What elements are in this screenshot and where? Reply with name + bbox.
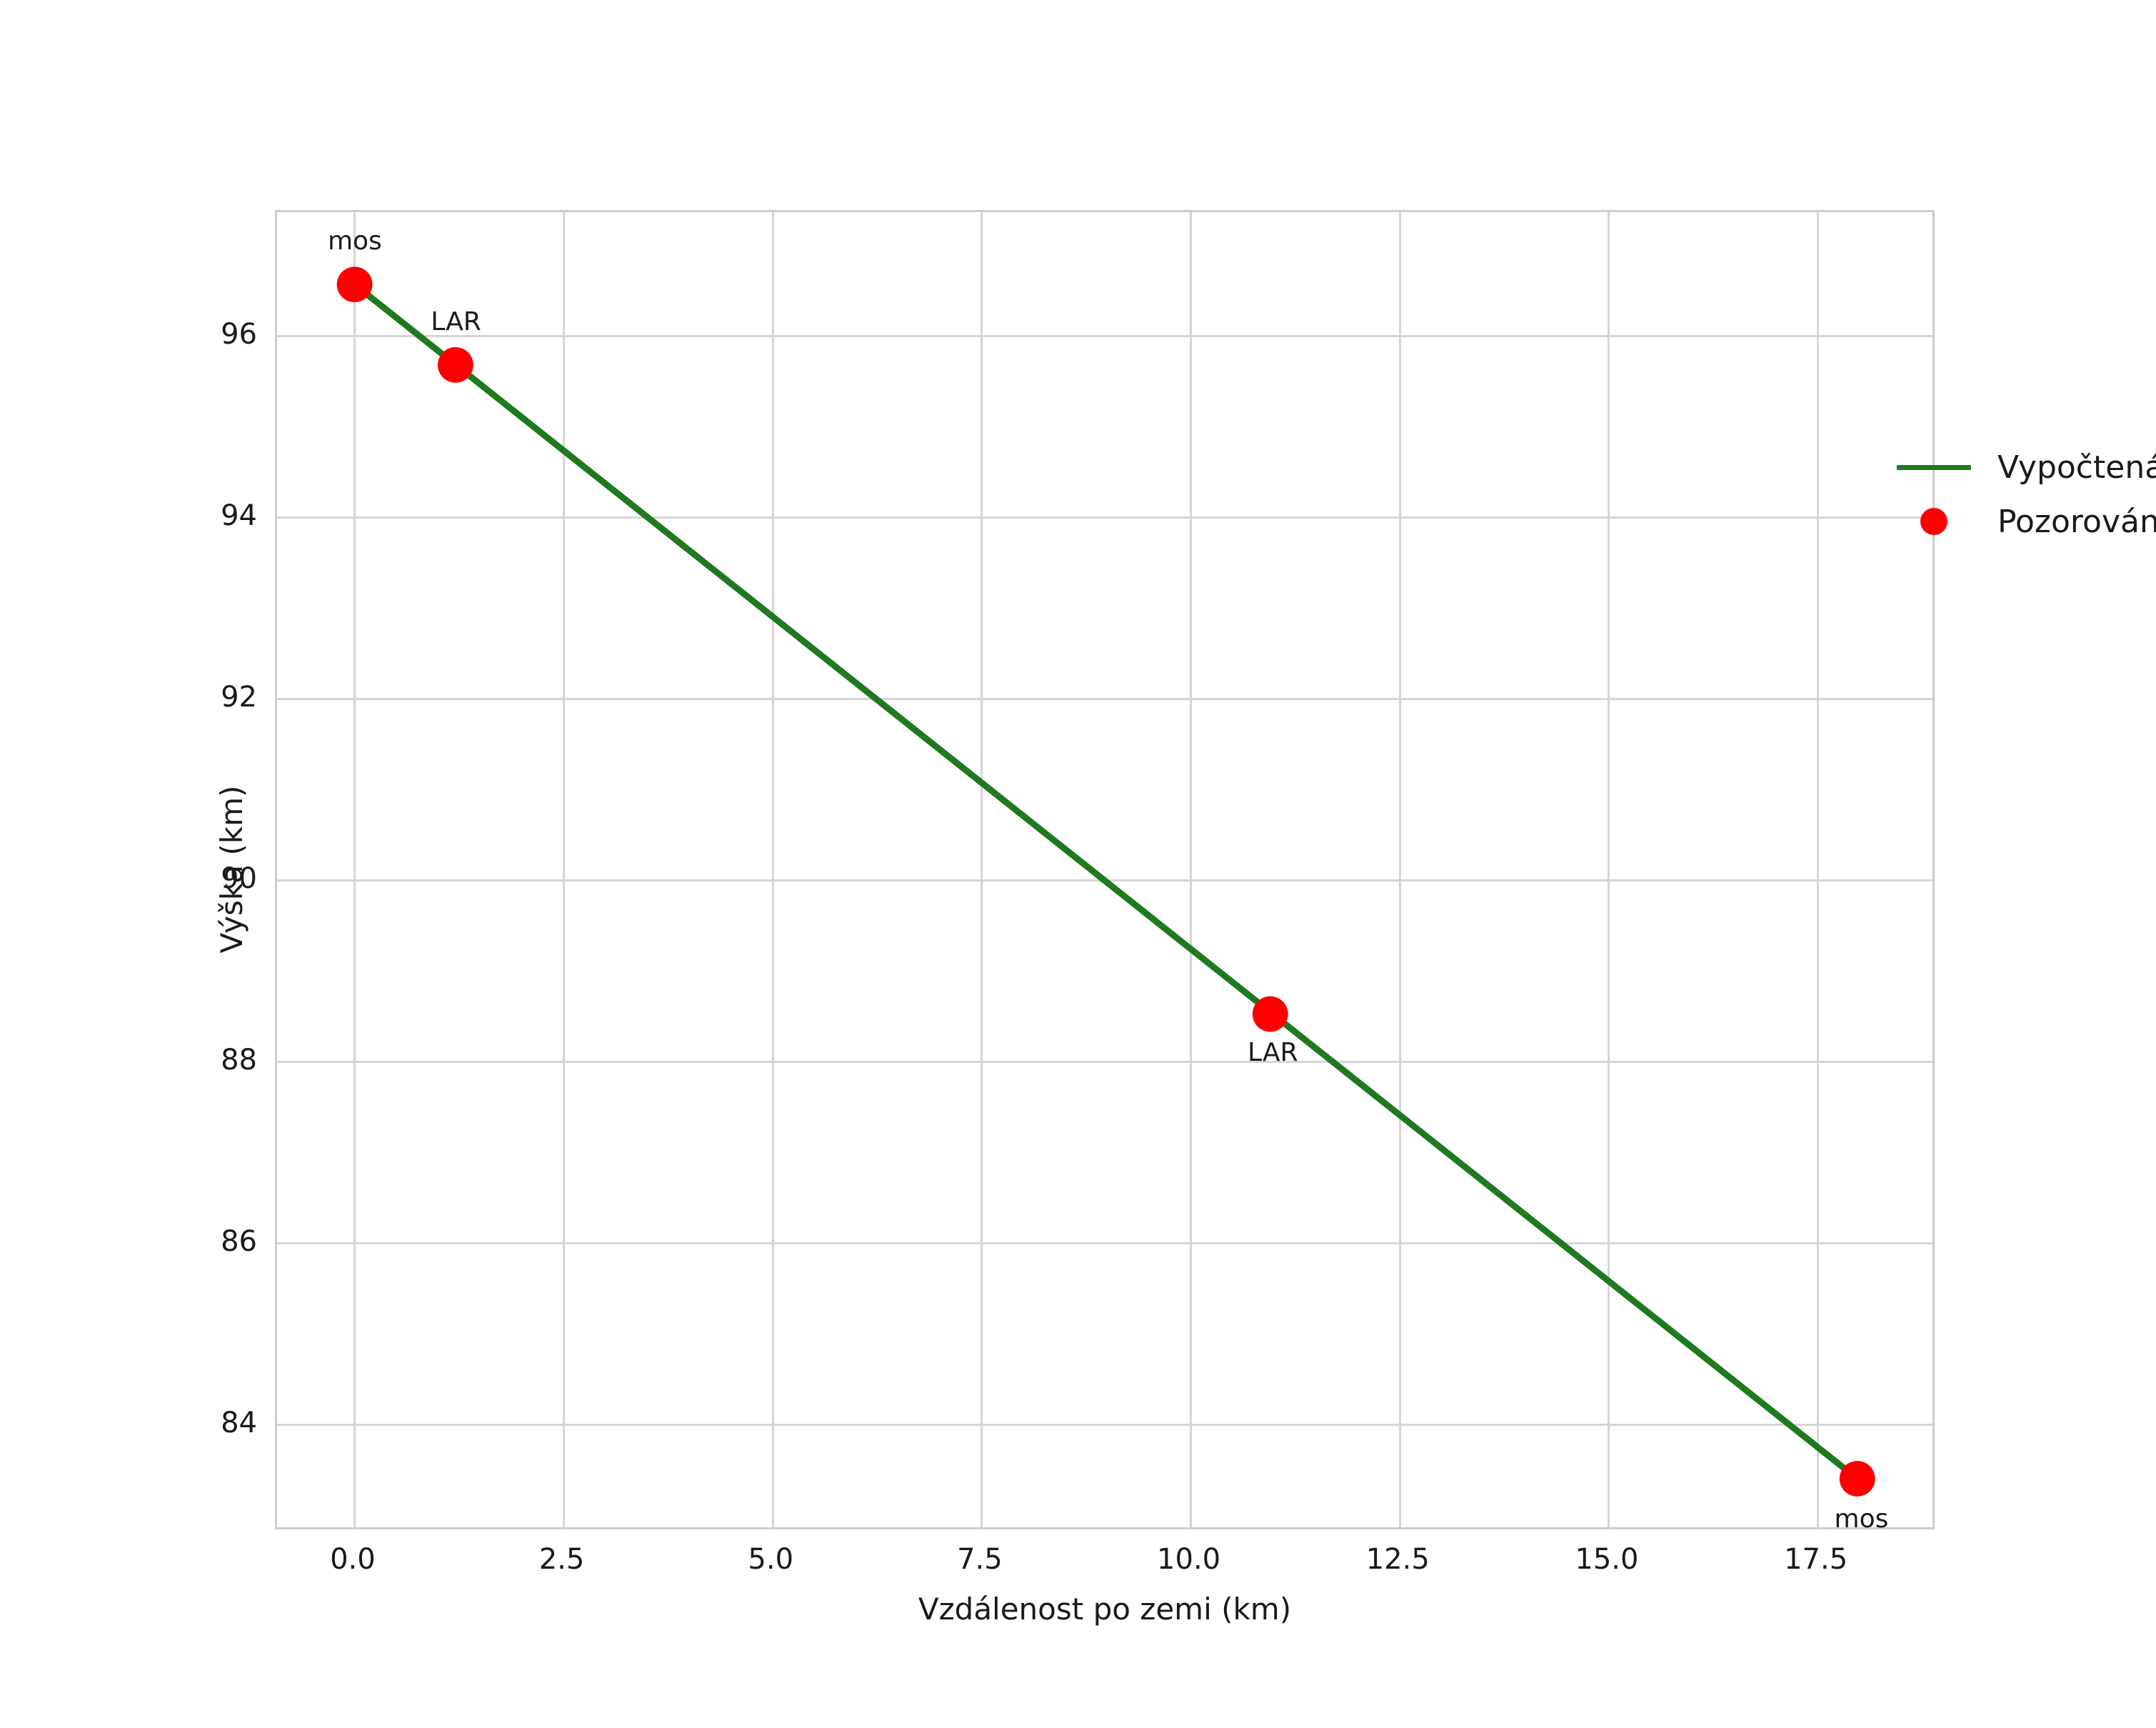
x-tick-label: 2.5 — [538, 1543, 585, 1576]
gridline-vertical — [1398, 212, 1401, 1527]
x-tick-label: 0.0 — [330, 1543, 376, 1576]
gridline-horizontal — [277, 1061, 1932, 1064]
x-tick-label: 12.5 — [1365, 1543, 1430, 1576]
legend-item-trajectory[interactable]: Vypočtená dráha — [1880, 445, 2156, 489]
y-axis-title: Výška (km) — [214, 785, 249, 954]
y-tick-label: 86 — [221, 1224, 257, 1258]
observation-points-group — [336, 266, 1875, 1497]
gridline-vertical — [1817, 212, 1820, 1527]
gridline-vertical — [981, 212, 983, 1527]
legend-label-trajectory: Vypočtená dráha — [1997, 449, 2156, 486]
trajectory-line — [351, 281, 1861, 1482]
y-tick-label: 96 — [221, 317, 257, 351]
gridline-horizontal — [277, 516, 1932, 519]
y-tick-label: 92 — [221, 680, 257, 714]
observation-point[interactable] — [1252, 996, 1288, 1032]
y-tick-label: 90 — [221, 861, 257, 895]
x-tick-label: 17.5 — [1784, 1543, 1848, 1576]
y-tick-label: 94 — [221, 499, 257, 532]
gridline-vertical — [1608, 212, 1610, 1527]
y-tick-label: 84 — [221, 1406, 257, 1439]
gridline-horizontal — [277, 1242, 1932, 1245]
observation-point[interactable] — [437, 346, 473, 383]
gridline-vertical — [1190, 212, 1193, 1527]
y-tick-label: 88 — [221, 1043, 257, 1077]
legend-label-observation: Pozorování — [1997, 503, 2156, 540]
x-axis-title: Vzdálenost po zemi (km) — [918, 1592, 1292, 1627]
gridline-vertical — [354, 212, 356, 1527]
x-tick-label: 10.0 — [1157, 1543, 1221, 1576]
x-tick-label: 7.5 — [957, 1543, 1003, 1576]
legend-item-observation[interactable]: Pozorování — [1880, 499, 2156, 544]
legend-line-swatch-icon — [1880, 464, 1987, 470]
legend-dot-swatch-icon — [1880, 508, 1987, 535]
trajectory-line-group — [351, 281, 1861, 1482]
data-layer — [336, 266, 1875, 1497]
gridline-vertical — [771, 212, 774, 1527]
observation-point[interactable] — [1839, 1461, 1875, 1497]
gridline-horizontal — [277, 335, 1932, 338]
gridline-horizontal — [277, 1424, 1932, 1427]
observation-point[interactable] — [336, 266, 373, 303]
gridline-horizontal — [277, 698, 1932, 701]
x-tick-label: 15.0 — [1575, 1543, 1639, 1576]
chart-legend: Vypočtená dráha Pozorování — [1880, 441, 2156, 544]
gridline-vertical — [563, 212, 566, 1527]
x-tick-label: 5.0 — [748, 1543, 794, 1576]
